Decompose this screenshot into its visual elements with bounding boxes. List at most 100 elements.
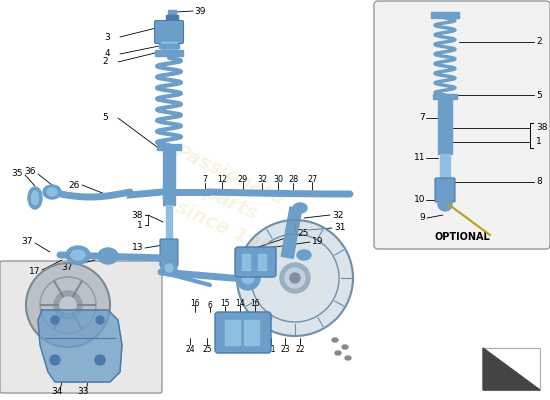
Text: 7: 7 xyxy=(202,176,207,184)
Text: 39: 39 xyxy=(194,6,206,16)
Text: 27: 27 xyxy=(307,174,317,184)
Text: 6: 6 xyxy=(207,300,212,310)
Ellipse shape xyxy=(66,246,90,264)
Circle shape xyxy=(280,263,310,293)
Text: since 1999: since 1999 xyxy=(173,198,288,264)
Ellipse shape xyxy=(332,338,338,342)
Bar xyxy=(244,320,259,345)
Bar xyxy=(242,254,250,270)
Text: 19: 19 xyxy=(312,236,323,246)
Text: 20: 20 xyxy=(219,346,229,354)
Text: 15: 15 xyxy=(220,300,230,308)
Text: 35: 35 xyxy=(12,168,23,178)
FancyBboxPatch shape xyxy=(155,20,184,44)
Circle shape xyxy=(161,260,177,276)
Circle shape xyxy=(242,272,254,284)
Text: 32: 32 xyxy=(257,176,267,184)
Circle shape xyxy=(50,355,60,365)
Ellipse shape xyxy=(31,191,38,205)
Text: 33: 33 xyxy=(77,388,89,396)
Text: 2: 2 xyxy=(102,58,108,66)
Text: 37: 37 xyxy=(62,262,73,272)
Circle shape xyxy=(290,273,300,283)
Text: 34: 34 xyxy=(51,388,63,396)
Text: 4: 4 xyxy=(104,50,110,58)
FancyBboxPatch shape xyxy=(435,178,455,202)
Ellipse shape xyxy=(293,203,307,213)
Circle shape xyxy=(285,268,305,288)
Text: 12: 12 xyxy=(217,174,227,184)
Ellipse shape xyxy=(342,345,348,349)
Bar xyxy=(159,44,179,48)
Bar xyxy=(155,50,183,56)
Ellipse shape xyxy=(297,250,311,260)
Text: 17: 17 xyxy=(29,268,40,276)
Bar xyxy=(438,99,452,154)
Text: 21: 21 xyxy=(266,346,276,354)
Circle shape xyxy=(438,197,452,211)
Text: 3: 3 xyxy=(104,32,110,42)
Circle shape xyxy=(237,220,353,336)
Ellipse shape xyxy=(345,356,351,360)
Text: parts: parts xyxy=(200,182,260,224)
Text: 18: 18 xyxy=(236,346,246,354)
Ellipse shape xyxy=(47,188,57,196)
Text: 30: 30 xyxy=(273,174,283,184)
Text: Passionate: Passionate xyxy=(172,141,288,209)
Bar xyxy=(157,144,181,150)
Text: 24: 24 xyxy=(185,346,195,354)
Polygon shape xyxy=(38,310,122,382)
Text: 5: 5 xyxy=(536,90,542,100)
Bar xyxy=(168,10,176,15)
Circle shape xyxy=(236,266,260,290)
Text: 37: 37 xyxy=(21,236,33,246)
Bar xyxy=(281,207,302,258)
Circle shape xyxy=(51,316,59,324)
Text: 16: 16 xyxy=(190,298,200,308)
Bar xyxy=(161,42,177,50)
Text: 8: 8 xyxy=(536,178,542,186)
FancyBboxPatch shape xyxy=(0,261,162,393)
Text: 7: 7 xyxy=(419,114,425,122)
Bar xyxy=(431,12,459,18)
Text: 38: 38 xyxy=(131,210,143,220)
Text: OPTIONAL: OPTIONAL xyxy=(434,232,490,242)
Bar xyxy=(163,150,175,205)
Text: 23: 23 xyxy=(251,346,261,354)
Bar xyxy=(483,348,540,390)
Circle shape xyxy=(54,291,82,319)
FancyBboxPatch shape xyxy=(160,239,178,266)
Ellipse shape xyxy=(71,250,85,260)
Ellipse shape xyxy=(98,248,118,264)
Text: 2: 2 xyxy=(536,38,542,46)
Circle shape xyxy=(96,316,104,324)
Ellipse shape xyxy=(28,187,42,209)
Text: 38: 38 xyxy=(536,124,547,132)
Text: 23: 23 xyxy=(280,346,290,354)
FancyBboxPatch shape xyxy=(235,247,276,277)
Ellipse shape xyxy=(335,351,341,355)
Bar xyxy=(225,320,240,345)
Bar xyxy=(433,94,457,99)
FancyBboxPatch shape xyxy=(374,1,550,249)
Text: 28: 28 xyxy=(288,176,298,184)
Text: 22: 22 xyxy=(295,346,305,354)
Text: 36: 36 xyxy=(25,168,36,176)
Bar xyxy=(440,154,450,179)
Text: 32: 32 xyxy=(332,210,343,220)
Text: 25: 25 xyxy=(297,230,309,238)
Ellipse shape xyxy=(43,185,61,199)
Text: 10: 10 xyxy=(414,196,425,204)
Text: 26: 26 xyxy=(69,180,80,190)
Text: 1: 1 xyxy=(138,220,143,230)
Circle shape xyxy=(26,263,110,347)
Text: 14: 14 xyxy=(235,298,245,308)
Text: 29: 29 xyxy=(238,174,248,184)
Circle shape xyxy=(95,355,105,365)
Bar xyxy=(258,254,266,270)
Text: 25: 25 xyxy=(202,346,212,354)
Text: 1: 1 xyxy=(536,138,542,146)
Circle shape xyxy=(60,297,76,313)
Circle shape xyxy=(165,264,173,272)
Polygon shape xyxy=(483,348,540,390)
